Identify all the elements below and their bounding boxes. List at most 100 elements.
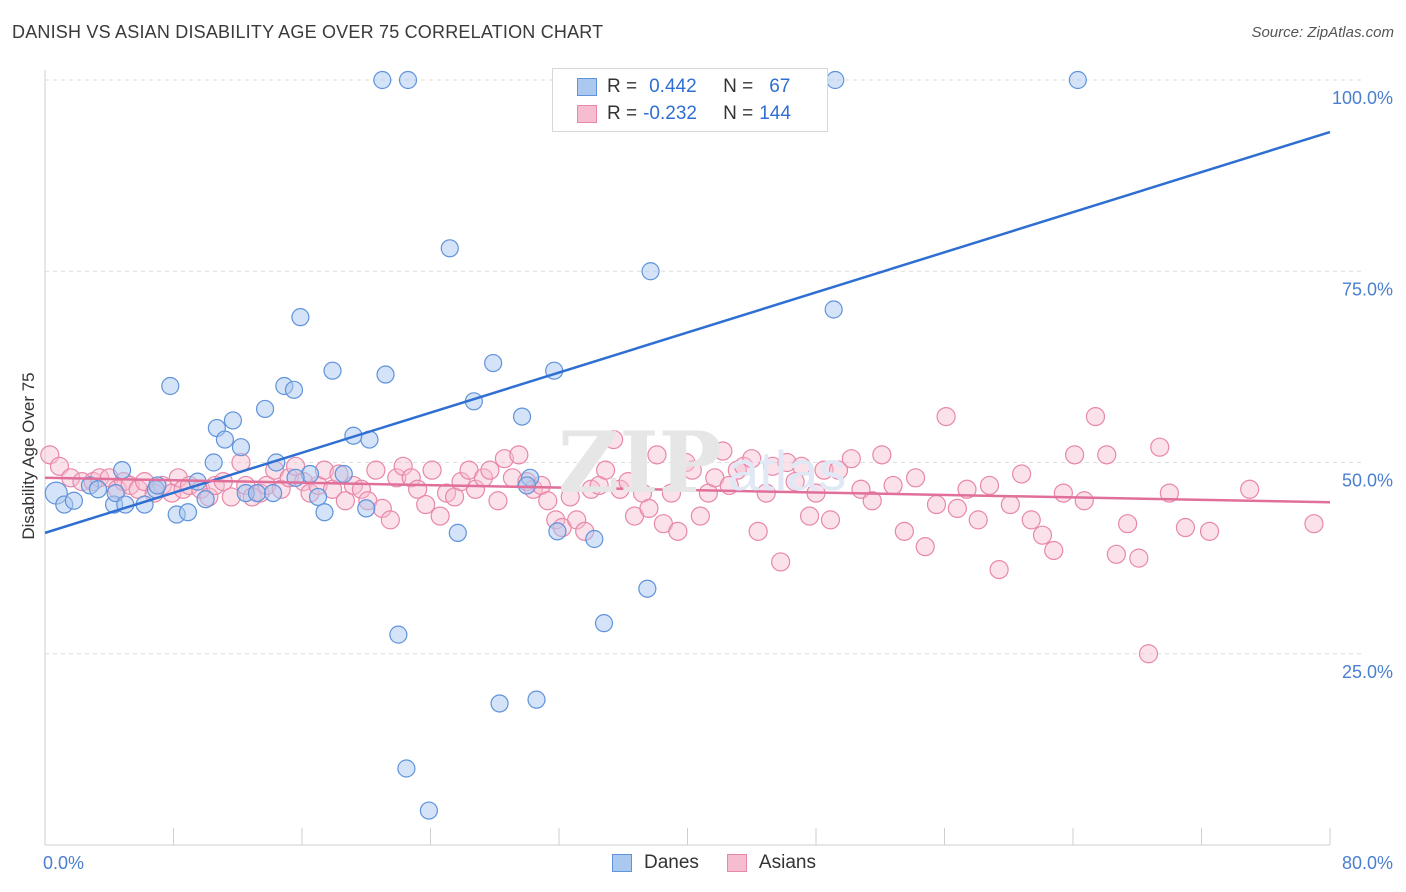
asians-legend-label: Asians [758,852,816,873]
danes-point [448,523,467,542]
asians-point [1053,483,1073,503]
asians-point [1097,445,1117,465]
asians-point [639,498,659,518]
legend-row-danes: R = 0.442 N = 67 [577,76,790,98]
danes-point [373,70,392,90]
danes-point [1068,70,1087,90]
asians-point [604,429,624,450]
asians-point [168,468,188,488]
watermark-zip: ZIP [558,413,722,512]
asians-point [905,468,926,488]
asians-point [1240,479,1260,499]
asians-n-value: 144 [759,103,791,124]
trend-lines [44,130,1331,535]
asians-point [387,468,407,488]
danes-point [484,353,503,373]
asians-point [1159,483,1179,503]
danes-n-value: 67 [769,76,791,97]
asians-point [748,521,768,541]
danes-point [112,461,132,480]
danes-point [88,480,108,499]
asians-point [1175,517,1196,538]
danes-point [247,484,267,503]
chart-title: DANISH VS ASIAN DISABILITY AGE OVER 75 C… [12,22,604,42]
danes-swatch [577,78,597,96]
asians-point [1065,445,1085,465]
danes-point [397,759,416,778]
legend-r-label: R = [607,103,638,124]
asians-point [1199,521,1220,541]
chart-source: Source: ZipAtlas.com [1251,24,1394,41]
watermark-atlas: atlas [728,439,846,502]
legend-item-asians: Asians [726,852,816,874]
asians-point [682,460,702,480]
danes-point [389,625,408,644]
asians-point [742,449,762,469]
danes-point [323,361,342,380]
danes-point [824,300,843,319]
danes-point [357,499,376,518]
danes-point [517,476,536,495]
asians-point [494,449,514,469]
asians-point [926,494,947,515]
asians-point [416,494,436,515]
asians-legend-swatch [726,854,747,872]
danes-point [215,430,234,449]
danes-point [291,308,310,327]
legend-n-label: N = [723,76,754,97]
asians-point [894,521,914,541]
x-tick-label-min: 0.0% [43,853,84,873]
asians-point [734,456,754,476]
legend-n-label: N = [723,103,754,124]
asians-point [538,491,558,511]
asians-point [690,506,710,526]
tick-labels: 100.0% 75.0% 50.0% 25.0% 0.0% 80.0% Disability… [19,88,1393,873]
asians-point [509,445,529,465]
asians-point [1150,437,1170,457]
danes-point [255,399,275,419]
danes-point [308,487,328,507]
asians-point [979,475,1000,496]
asians-point [366,460,386,480]
asians-point [872,445,892,465]
asians-point [668,521,688,541]
danes-point [161,376,180,396]
correlation-legend: R = 0.442 N = 67 R = -0.232 N = 144 [552,68,828,132]
asians-point [1138,644,1159,664]
danes-point [826,70,845,90]
asians-point [791,456,812,476]
asians-point [841,449,861,469]
asians-point [862,491,882,511]
asians-point [1304,514,1324,534]
asians-point [595,460,616,480]
legend-item-danes: Danes [612,852,699,874]
asians-point [756,483,776,503]
asians-point [820,510,841,530]
asians-point [393,456,413,476]
asians-point [380,510,400,530]
danes-point [334,464,353,484]
x-tick-label-max: 80.0% [1342,853,1393,873]
danes-point [315,503,334,522]
asians-swatch [577,105,597,123]
series-legend: Danes Asians [612,852,844,874]
asians-point [814,460,834,480]
asians-r-value: -0.232 [643,103,697,124]
asians-point [771,552,791,572]
danes-point [585,529,604,549]
danes-point [204,453,223,472]
asians-point [430,506,450,526]
asians-point [401,468,421,488]
y-tick-label: 75.0% [1342,279,1393,299]
asians-point [422,460,442,480]
asians-point [777,452,797,473]
asians-point [1044,540,1064,561]
asians-point [799,506,820,526]
asians-point [647,445,667,465]
asians-point [676,452,696,473]
asians-point [1021,510,1041,530]
danes-point [548,522,567,541]
danes-point [263,484,283,503]
asians-point [828,460,849,480]
